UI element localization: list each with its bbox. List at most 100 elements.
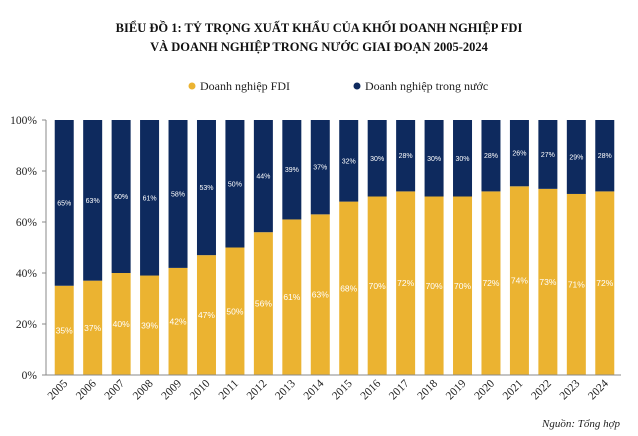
bar-fdi — [54, 285, 74, 375]
x-tick-label: 2017 — [387, 377, 412, 402]
bar-fdi — [111, 273, 131, 375]
bar-domestic — [424, 120, 444, 197]
data-label-fdi: 74% — [511, 276, 528, 286]
data-label-domestic: 27% — [541, 152, 555, 159]
x-tick-label: 2012 — [245, 377, 270, 402]
data-label-fdi: 47% — [198, 310, 215, 320]
data-label-fdi: 72% — [482, 278, 499, 288]
data-label-fdi: 56% — [255, 299, 272, 309]
bar-domestic — [225, 120, 245, 248]
bar-fdi — [225, 247, 245, 375]
data-label-fdi: 71% — [568, 279, 585, 289]
bar-domestic — [396, 120, 416, 192]
bar-fdi — [566, 193, 586, 375]
bar-fdi — [83, 280, 103, 375]
bar-domestic — [196, 120, 216, 256]
x-tick-label: 2015 — [330, 377, 355, 402]
bar-fdi — [509, 186, 529, 375]
bar-domestic — [83, 120, 103, 281]
bar-domestic — [253, 120, 273, 233]
x-tick-label: 2005 — [46, 377, 71, 402]
bar-fdi — [595, 191, 615, 375]
bar-domestic — [595, 120, 615, 192]
data-label-fdi: 42% — [170, 316, 187, 326]
legend: Doanh nghiệp FDI Doanh nghiệp trong nước — [188, 79, 488, 93]
data-label-domestic: 37% — [313, 165, 327, 172]
data-label-domestic: 28% — [598, 153, 612, 160]
bar-fdi — [367, 196, 387, 375]
data-label-domestic: 65% — [57, 200, 71, 207]
y-tick-label: 0% — [22, 370, 38, 382]
bar-domestic — [367, 120, 387, 197]
bar-domestic — [168, 120, 188, 268]
data-label-fdi: 72% — [596, 278, 613, 288]
bars: 35% 65% 37% 63% 40% 60% 39% 61% 42% 58% 47% 53% 50% 5… — [54, 120, 615, 375]
x-tick-label: 2022 — [529, 377, 554, 402]
bar-fdi — [453, 196, 473, 375]
data-label-domestic: 32% — [342, 158, 356, 165]
bar-domestic — [453, 120, 473, 197]
bar-domestic — [509, 120, 529, 187]
data-label-domestic: 61% — [143, 195, 157, 202]
x-tick-label: 2024 — [586, 377, 611, 402]
y-tick-label: 80% — [16, 166, 38, 178]
data-label-domestic: 44% — [256, 174, 270, 181]
data-label-fdi: 70% — [369, 281, 386, 291]
data-label-fdi: 70% — [454, 281, 471, 291]
bar-fdi — [339, 201, 359, 375]
x-tick-label: 2023 — [558, 377, 583, 402]
y-tick-label: 100% — [10, 115, 37, 127]
bar-fdi — [282, 219, 302, 375]
y-axis: 0% 20% 40% 60% 80% 100% — [10, 115, 47, 382]
x-tick-label: 2020 — [472, 377, 497, 402]
bar-fdi — [538, 188, 558, 375]
data-label-domestic: 29% — [569, 154, 583, 161]
data-label-domestic: 28% — [484, 153, 498, 160]
bar-fdi — [196, 255, 216, 375]
data-label-fdi: 73% — [539, 277, 556, 287]
chart-title-line1: BIỂU ĐỒ 1: TỶ TRỌNG XUẤT KHẨU CỦA KHỐI D… — [116, 20, 523, 35]
x-tick-label: 2008 — [131, 377, 156, 402]
legend-swatch-domestic — [353, 82, 361, 90]
data-label-fdi: 68% — [340, 283, 357, 293]
legend-swatch-fdi — [188, 82, 196, 90]
bar-domestic — [481, 120, 501, 192]
y-tick-label: 60% — [16, 217, 38, 229]
x-tick-label: 2016 — [359, 377, 384, 402]
data-label-fdi: 40% — [113, 319, 130, 329]
y-tick-label: 40% — [16, 268, 38, 280]
data-label-domestic: 30% — [370, 156, 384, 163]
x-tick-label: 2009 — [159, 377, 184, 402]
bar-domestic — [566, 120, 586, 194]
x-tick-label: 2018 — [415, 377, 440, 402]
x-axis: 2005 2006 2007 2008 2009 2010 2011 2012 2013 2014… — [46, 374, 621, 402]
bar-fdi — [424, 196, 444, 375]
bar-fdi — [396, 191, 416, 375]
x-tick-label: 2010 — [188, 377, 213, 402]
bar-fdi — [481, 191, 501, 375]
bar-domestic — [111, 120, 131, 273]
data-label-domestic: 58% — [171, 191, 185, 198]
x-tick-label: 2021 — [501, 377, 526, 402]
x-tick-label: 2013 — [273, 377, 298, 402]
data-label-domestic: 63% — [86, 198, 100, 205]
data-label-domestic: 60% — [114, 194, 128, 201]
x-tick-label: 2006 — [74, 377, 99, 402]
bar-domestic — [54, 120, 74, 286]
data-label-fdi: 72% — [397, 278, 414, 288]
data-label-domestic: 28% — [399, 153, 413, 160]
x-tick-label: 2007 — [102, 377, 127, 402]
data-label-domestic: 53% — [199, 185, 213, 192]
data-label-domestic: 50% — [228, 181, 242, 188]
chart-title-line2: VÀ DOANH NGHIỆP TRONG NƯỚC GIAI ĐOẠN 200… — [150, 40, 489, 54]
bar-domestic — [310, 120, 330, 215]
bar-domestic — [282, 120, 302, 220]
x-tick-label: 2019 — [444, 377, 469, 402]
data-label-fdi: 61% — [283, 292, 300, 302]
data-label-fdi: 63% — [312, 290, 329, 300]
data-label-fdi: 37% — [84, 323, 101, 333]
data-label-domestic: 26% — [512, 151, 526, 158]
data-label-fdi: 50% — [226, 306, 243, 316]
x-tick-label: 2011 — [217, 377, 242, 402]
